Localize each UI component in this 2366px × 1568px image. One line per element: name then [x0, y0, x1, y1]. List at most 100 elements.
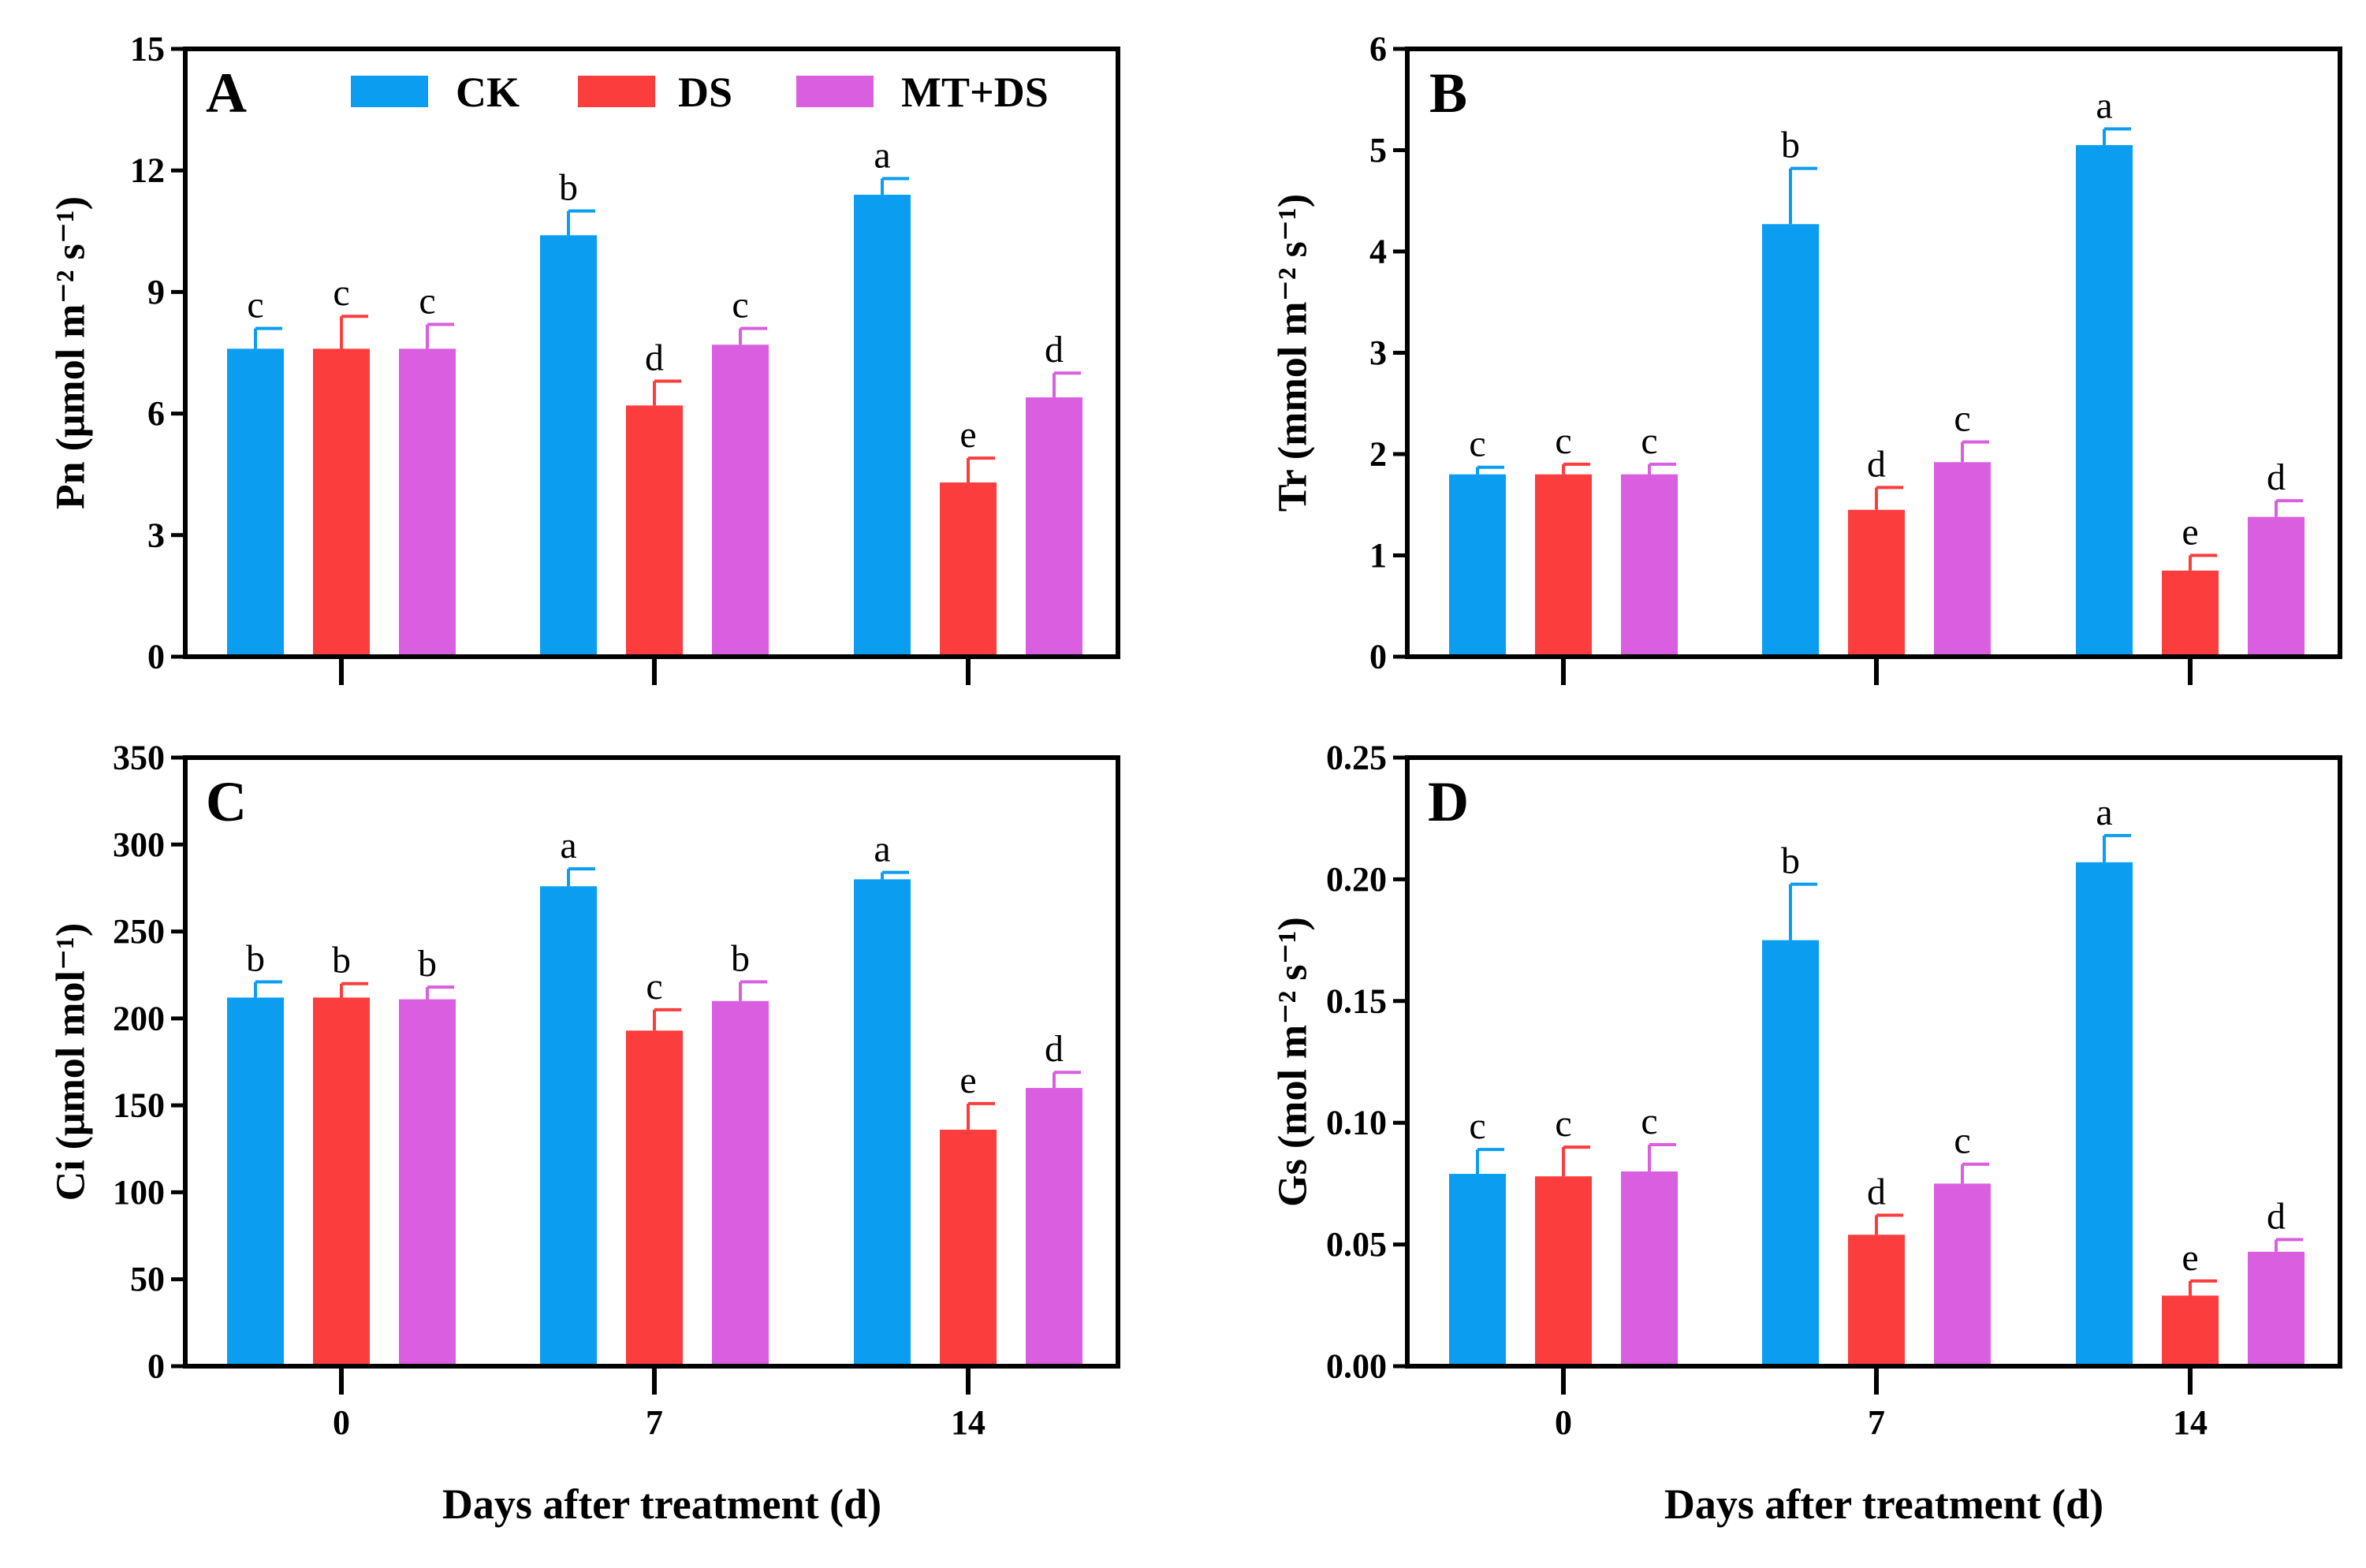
significance-letter: b: [418, 943, 437, 985]
bar-ck: [540, 886, 597, 1366]
significance-letter: a: [2096, 85, 2112, 127]
bar-mt-ds: [2248, 516, 2305, 657]
bar-ds: [1535, 474, 1592, 657]
y-tick-label: 3: [147, 516, 165, 554]
y-tick-label: 150: [113, 1086, 165, 1125]
panel-A: 0 3 6 9 12 15 Pn (μmol m⁻² s⁻¹) c b a c d e c c d A: [49, 30, 1120, 685]
plot-frame: [183, 755, 1120, 1369]
significance-letter: a: [560, 825, 576, 866]
significance-letter: e: [959, 414, 976, 456]
significance-letter: c: [732, 285, 748, 326]
bar-ck: [1449, 474, 1506, 657]
bar-ds: [1848, 509, 1905, 657]
y-tick-label: 100: [113, 1173, 165, 1212]
plot-frame: [1405, 47, 2342, 659]
bar-mt-ds: [1934, 1183, 1991, 1366]
significance-letter: a: [874, 829, 890, 870]
y-axis-title: Gs (mol m⁻² s⁻¹): [1271, 917, 1316, 1207]
y-tick-label: 6: [147, 394, 165, 433]
legend: CK DS MT+DS: [351, 69, 1049, 116]
significance-letter: d: [1045, 329, 1064, 371]
panel-D: 0.00 0.05 0.10 0.15 0.20 0.25 Gs (mol m⁻² s⁻¹)…: [1271, 739, 2342, 1528]
x-tick-label: 7: [646, 1403, 663, 1442]
bar-ds: [2162, 570, 2219, 657]
significance-letter: d: [1045, 1028, 1064, 1070]
y-tick-label: 3: [1369, 333, 1387, 372]
significance-letter: b: [332, 940, 351, 981]
y-tick-label: 0: [147, 638, 165, 676]
plot-frame: [1405, 755, 2342, 1369]
significance-letter: d: [1867, 1171, 1886, 1213]
legend-label: CK: [456, 69, 520, 116]
bar-mt-ds: [712, 1000, 769, 1366]
y-tick-label: 9: [147, 273, 165, 311]
bar-ds: [1535, 1176, 1592, 1366]
significance-letter: c: [1469, 423, 1485, 465]
significance-letter: b: [731, 938, 750, 980]
x-tick-label: 0: [333, 1403, 350, 1442]
bar-ck: [1449, 1174, 1506, 1366]
significance-letter: a: [874, 134, 890, 176]
panel-letter: B: [1429, 61, 1467, 125]
bar-mt-ds: [1621, 1171, 1678, 1366]
bar-ck: [854, 879, 911, 1366]
y-tick-label: 12: [130, 151, 165, 190]
significance-letter: c: [646, 966, 662, 1007]
y-axis-title: Tr (mmol m⁻² s⁻¹): [1271, 194, 1316, 512]
significance-letter: c: [1954, 1120, 1970, 1162]
bar-ck: [854, 195, 911, 657]
x-tick-label: 0: [1555, 1403, 1572, 1442]
legend-swatch: [796, 76, 874, 107]
y-tick-label: 300: [113, 825, 165, 864]
panel-C: 0 50 100 150 200 250 300 350 Ci (μmol mol⁻¹) b a a b…: [49, 739, 1120, 1528]
y-tick-label: 0: [147, 1347, 165, 1386]
significance-letter: c: [333, 272, 349, 314]
y-axis-title: Pn (μmol m⁻² s⁻¹): [49, 196, 94, 509]
bar-ds: [313, 997, 370, 1366]
y-tick-label: 0: [1369, 638, 1387, 676]
significance-letter: e: [959, 1060, 976, 1101]
x-axis-title: Days after treatment (d): [1664, 1480, 2103, 1528]
y-tick-label: 50: [130, 1260, 165, 1298]
y-tick-label: 15: [130, 30, 165, 69]
y-tick-label: 0.10: [1326, 1104, 1387, 1142]
legend-swatch: [351, 76, 428, 107]
bar-ck: [1762, 940, 1819, 1366]
bar-mt-ds: [1621, 474, 1678, 657]
significance-letter: e: [2182, 512, 2198, 553]
y-tick-label: 0.00: [1326, 1347, 1387, 1386]
legend-swatch: [578, 76, 655, 107]
bar-mt-ds: [399, 348, 456, 657]
significance-letter: d: [645, 337, 664, 378]
y-tick-label: 4: [1369, 233, 1387, 271]
significance-letter: b: [246, 938, 265, 980]
y-tick-label: 6: [1369, 30, 1387, 69]
bar-ds: [940, 482, 997, 657]
y-tick-label: 0.25: [1326, 739, 1387, 777]
significance-letter: c: [1469, 1105, 1485, 1147]
x-axis-title: Days after treatment (d): [442, 1480, 881, 1528]
x-tick-label: 14: [2173, 1403, 2208, 1442]
significance-letter: c: [247, 285, 263, 326]
bar-ck: [227, 997, 284, 1366]
significance-letter: d: [2267, 456, 2286, 498]
bar-ds: [1848, 1235, 1905, 1366]
legend-label: DS: [678, 69, 732, 116]
significance-letter: c: [1641, 420, 1657, 462]
x-tick-label: 14: [951, 1403, 986, 1442]
y-tick-label: 0.05: [1326, 1225, 1387, 1264]
panel-letter: C: [206, 770, 247, 833]
legend-label: MT+DS: [901, 69, 1049, 116]
bar-mt-ds: [399, 999, 456, 1366]
bar-ck: [227, 348, 284, 657]
panel-letter: A: [206, 61, 247, 125]
significance-letter: d: [2267, 1195, 2286, 1237]
bar-ck: [2076, 145, 2133, 657]
y-tick-label: 1: [1369, 536, 1387, 575]
significance-letter: e: [2182, 1237, 2198, 1279]
significance-letter: a: [2096, 791, 2112, 833]
y-tick-label: 0.15: [1326, 981, 1387, 1020]
bar-mt-ds: [1026, 397, 1082, 657]
significance-letter: c: [1555, 420, 1571, 462]
